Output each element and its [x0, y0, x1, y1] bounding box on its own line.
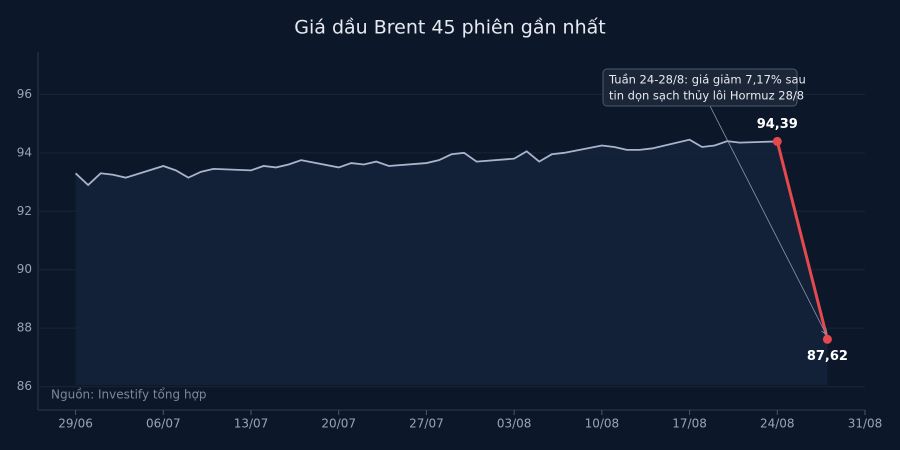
data-label: 87,62 [807, 349, 848, 364]
y-tick-label: 94 [17, 145, 32, 159]
x-tick-label: 31/08 [848, 417, 883, 431]
annotation-arrow [709, 105, 826, 334]
y-tick-label: 86 [17, 379, 32, 393]
x-tick-label: 24/08 [760, 417, 795, 431]
x-tick-label: 13/07 [234, 417, 269, 431]
annotation-line: Tuần 24-28/8: giá giảm 7,17% sau [608, 73, 806, 87]
annotation-line: tin dọn sạch thủy lôi Hormuz 28/8 [609, 89, 804, 103]
plot-area: 86 88 90 92 94 96 29/06 06/07 13/07 20/07 27/07 03/… [17, 52, 883, 431]
annotation-box [602, 68, 798, 107]
x-tick-label: 17/08 [672, 417, 707, 431]
y-tick-label: 90 [17, 262, 32, 276]
y-tick-label: 88 [17, 321, 32, 335]
area-fill [75, 139, 828, 385]
x-tick-label: 03/08 [497, 417, 532, 431]
chart-title: Giá dầu Brent 45 phiên gần nhất [294, 17, 605, 39]
y-tick-label: 96 [17, 87, 32, 101]
series-line [775, 141, 829, 340]
x-tick-label: 10/08 [585, 417, 620, 431]
x-tick-label: 27/07 [409, 417, 444, 431]
x-tick-label: 29/06 [58, 417, 93, 431]
y-tick-label: 92 [17, 204, 32, 218]
series-line [74, 138, 778, 187]
x-tick-label: 06/07 [146, 417, 181, 431]
point [772, 136, 782, 146]
data-label: 94,39 [757, 117, 798, 132]
source-note: Nguồn: Investify tổng hợp [51, 388, 207, 402]
point [822, 334, 832, 344]
x-tick-label: 20/07 [321, 417, 356, 431]
